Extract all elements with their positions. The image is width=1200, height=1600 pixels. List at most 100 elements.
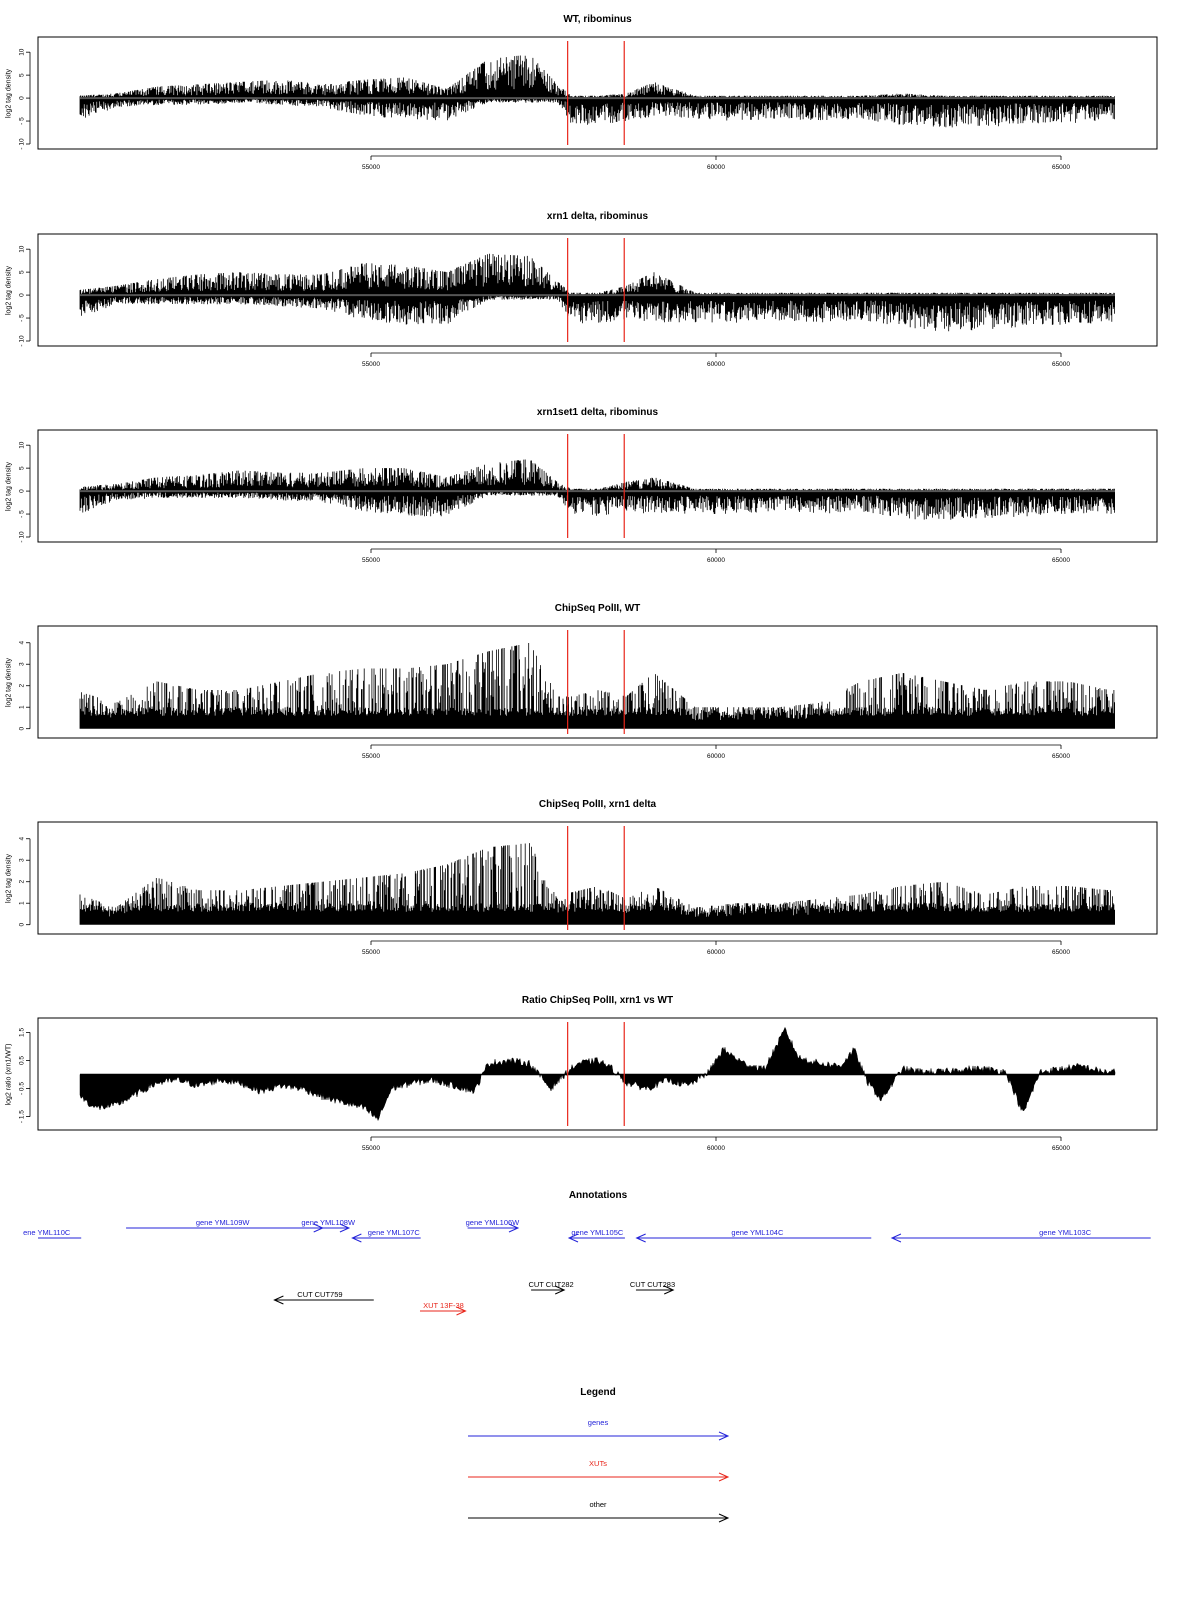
y-axis-label: log2 tag density — [6, 265, 13, 315]
chart-title: xrn1set1 delta, ribominus — [537, 407, 659, 418]
y-tick-label: 0 — [19, 923, 26, 927]
x-tick-label: 60000 — [707, 753, 725, 760]
plot-frame — [37, 36, 1158, 150]
arrow-head-icon — [664, 1285, 675, 1295]
x-tick-label: 65000 — [1052, 1145, 1070, 1152]
data-series — [79, 643, 1115, 729]
feature-label: XUT 13F-38 — [423, 1301, 464, 1310]
y-tick-label: - 1.5 — [19, 1110, 26, 1123]
feature-cut-cut759: CUT CUT759 — [273, 1290, 374, 1305]
feature-label: CUT CUT759 — [297, 1290, 342, 1299]
feature-gene-yml106w: gene YML106W — [466, 1218, 520, 1233]
y-tick-label: 0 — [19, 96, 26, 100]
feature-label: gene YML103C — [1039, 1228, 1092, 1237]
y-tick-label: 4 — [19, 837, 26, 841]
chart-title: WT, ribominus — [563, 14, 632, 25]
arrow-head-icon — [718, 1431, 730, 1441]
x-tick-label: 55000 — [362, 949, 380, 956]
arrow-head-icon — [890, 1233, 902, 1243]
feature-gene-yml105c: gene YML105C — [567, 1228, 625, 1243]
chart-panel-6: Ratio ChipSeq PolII, xrn1 vs WT 1.5 0.5 - 0… — [6, 995, 1158, 1152]
plot-frame — [37, 625, 1158, 739]
feature-xut-13f-38: XUT 13F-38 — [419, 1301, 467, 1316]
feature-label: gene YML109W — [196, 1218, 251, 1227]
annotations-panel: Annotations ene YML110C gene YML109W gene Y… — [23, 1190, 1151, 1316]
x-tick-label: 65000 — [1052, 557, 1070, 564]
feature-label: gene YML107C — [368, 1228, 421, 1237]
y-tick-label: 0 — [19, 727, 26, 731]
chart-title: Ratio ChipSeq PolII, xrn1 vs WT — [522, 995, 673, 1006]
y-tick-label: 1.5 — [19, 1028, 26, 1037]
arrow-head-icon — [718, 1513, 730, 1523]
y-tick-label: - 5 — [19, 314, 26, 322]
y-tick-label: - 0.5 — [19, 1082, 26, 1095]
legend-item-genes: genes — [468, 1418, 730, 1441]
annotations-title: Annotations — [569, 1190, 628, 1201]
feature-gene-yml107c: gene YML107C — [351, 1228, 421, 1243]
y-tick-label: - 10 — [19, 335, 26, 347]
y-tick-label: - 10 — [19, 531, 26, 543]
y-tick-label: - 5 — [19, 510, 26, 518]
chart-panel-3: xrn1set1 delta, ribominus 10 5 0 - 5 - 10 log2… — [6, 407, 1158, 564]
chart-panel-4: ChipSeq PolII, WT 4 3 2 1 0 log2 tag density 55… — [6, 603, 1158, 760]
y-tick-label: 5 — [19, 466, 26, 470]
chart-panel-5: ChipSeq PolII, xrn1 delta 4 3 2 1 0 log2 tag d… — [6, 799, 1158, 956]
chart-panel-1: WT, ribominus 10 5 0 - 5 - 10 log2 tag density… — [6, 14, 1158, 171]
feature-ene-yml110c: ene YML110C — [23, 1228, 82, 1239]
y-axis-label: log2 tag density — [6, 461, 13, 511]
x-tick-label: 60000 — [707, 557, 725, 564]
density-bars — [79, 843, 1115, 925]
y-tick-label: 5 — [19, 270, 26, 274]
y-tick-label: 10 — [19, 441, 26, 449]
chart-title: ChipSeq PolII, xrn1 delta — [539, 799, 657, 810]
feature-gene-yml109w: gene YML109W — [126, 1218, 324, 1233]
data-series — [79, 1026, 1116, 1122]
legend-label: genes — [588, 1418, 609, 1427]
density-bars — [79, 253, 1115, 332]
x-tick-label: 65000 — [1052, 949, 1070, 956]
x-tick-label: 65000 — [1052, 753, 1070, 760]
data-series — [79, 459, 1115, 520]
y-axis-label: log2 tag density — [6, 853, 13, 903]
y-tick-label: 10 — [19, 48, 26, 56]
density-bars — [79, 643, 1115, 729]
y-tick-label: 0 — [19, 293, 26, 297]
plot-frame — [37, 821, 1158, 935]
y-axis-label: log2 tag density — [6, 68, 13, 118]
feature-cut-cut282: CUT CUT282 — [528, 1280, 574, 1295]
y-tick-label: 5 — [19, 73, 26, 77]
x-tick-label: 60000 — [707, 164, 725, 171]
y-tick-label: 3 — [19, 662, 26, 666]
x-tick-label: 65000 — [1052, 164, 1070, 171]
x-tick-label: 55000 — [362, 557, 380, 564]
x-tick-label: 60000 — [707, 361, 725, 368]
feature-label: CUT CUT282 — [528, 1280, 573, 1289]
y-tick-label: 0 — [19, 489, 26, 493]
legend-item-xuts: XUTs — [468, 1459, 730, 1482]
y-tick-label: 3 — [19, 858, 26, 862]
y-tick-label: 2 — [19, 880, 26, 884]
arrow-head-icon — [351, 1233, 362, 1243]
data-series — [79, 843, 1115, 925]
feature-label: gene YML105C — [571, 1228, 624, 1237]
arrow-head-icon — [718, 1472, 730, 1482]
data-series — [79, 253, 1115, 332]
feature-gene-yml108w: gene YML108W — [301, 1218, 356, 1233]
chart-panel-2: xrn1 delta, ribominus 10 5 0 - 5 - 10 log2 tag… — [6, 211, 1158, 368]
density-bars — [79, 459, 1115, 520]
x-tick-label: 55000 — [362, 753, 380, 760]
density-bars — [79, 55, 1115, 128]
feature-label: gene YML104C — [731, 1228, 784, 1237]
chart-title: xrn1 delta, ribominus — [547, 211, 649, 222]
x-tick-label: 55000 — [362, 361, 380, 368]
arrow-head-icon — [635, 1233, 646, 1243]
y-tick-label: 1 — [19, 901, 26, 905]
x-tick-label: 55000 — [362, 1145, 380, 1152]
feature-cut-cut283: CUT CUT283 — [630, 1280, 675, 1295]
arrow-head-icon — [273, 1295, 284, 1305]
legend-label: other — [589, 1500, 607, 1509]
arrow-head-icon — [456, 1306, 467, 1316]
x-tick-label: 60000 — [707, 949, 725, 956]
chart-title: ChipSeq PolII, WT — [555, 603, 641, 614]
